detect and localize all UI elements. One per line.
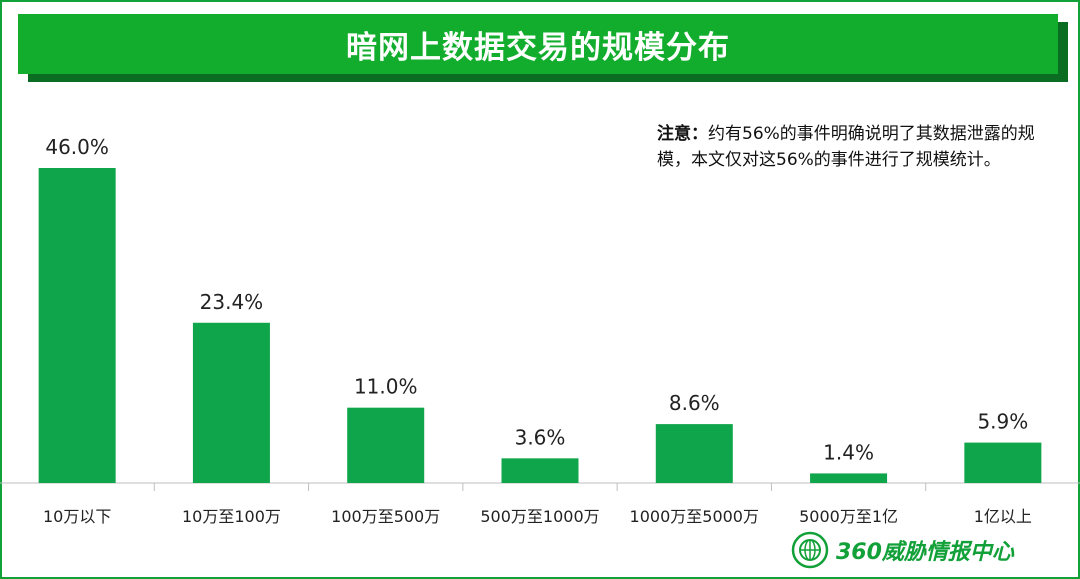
x-tick-label: 1亿以上 <box>974 507 1032 526</box>
x-tick-label: 500万至1000万 <box>480 507 599 526</box>
brand-logo: 360威胁情报中心 <box>790 530 1014 570</box>
bar <box>192 322 270 483</box>
x-tick-label: 10万以下 <box>43 507 111 526</box>
data-label: 3.6% <box>515 425 566 449</box>
data-label: 11.0% <box>354 375 418 399</box>
title-banner: 暗网上数据交易的规模分布 <box>18 14 1058 74</box>
data-label: 8.6% <box>669 391 720 415</box>
data-label: 23.4% <box>200 290 264 314</box>
bar <box>347 407 425 483</box>
note-label: 注意： <box>657 124 708 144</box>
bar <box>655 424 733 483</box>
data-label: 46.0% <box>45 135 109 159</box>
bar <box>38 168 116 483</box>
x-tick-label: 5000万至1亿 <box>799 507 898 526</box>
data-label: 1.4% <box>823 440 874 464</box>
note-box: 注意：约有56%的事件明确说明了其数据泄露的规模，本文仅对这56%的事件进行了规… <box>657 121 1067 173</box>
x-tick-label: 10万至100万 <box>182 507 281 526</box>
x-tick-label: 100万至500万 <box>331 507 440 526</box>
bar <box>501 458 579 483</box>
bar <box>964 442 1042 483</box>
globe-wreath-icon <box>791 531 829 569</box>
brand-name: 360威胁情报中心 <box>836 540 1014 565</box>
data-label: 5.9% <box>977 410 1028 434</box>
note-text: 约有56%的事件明确说明了其数据泄露的规模，本文仅对这56%的事件进行了规模统计… <box>657 124 1035 170</box>
x-tick-label: 1000万至5000万 <box>630 507 759 526</box>
chart-title: 暗网上数据交易的规模分布 <box>346 29 730 66</box>
bar <box>810 473 888 483</box>
